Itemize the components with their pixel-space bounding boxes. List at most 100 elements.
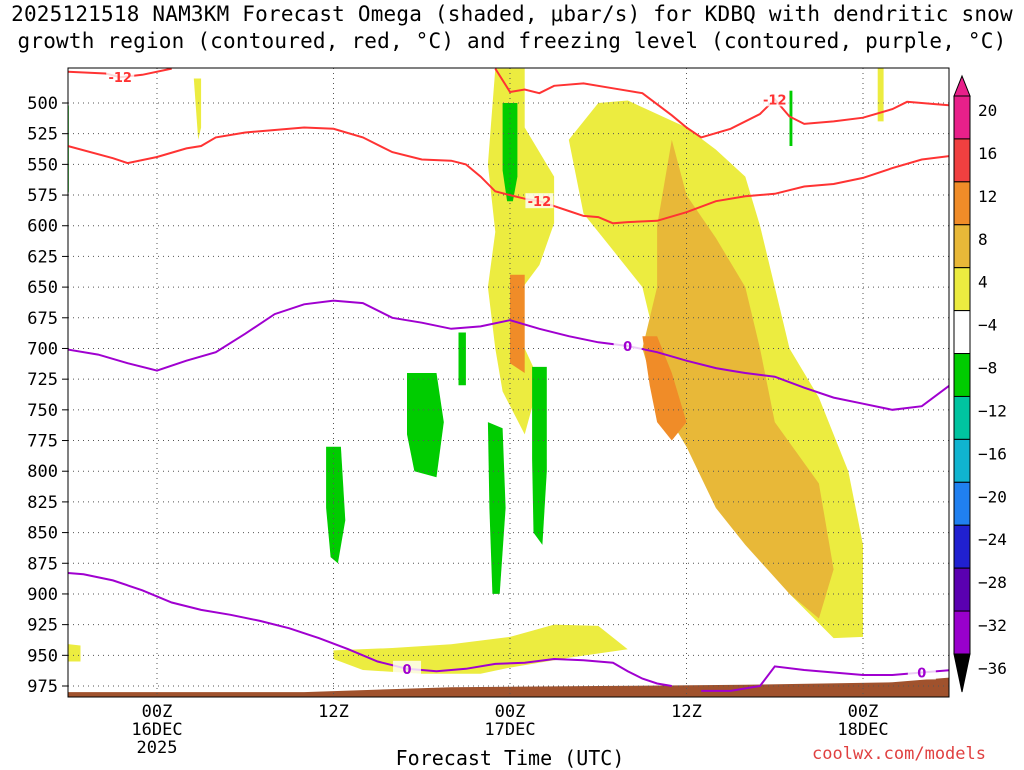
colorbar-top-arrow (953, 74, 971, 97)
credit-link[interactable]: coolwx.com/models (812, 744, 986, 764)
colorbar-label-3: 8 (978, 230, 988, 249)
y-tick-label-750: 750 (27, 401, 58, 421)
freezing-contour-label-1: 0 (403, 663, 412, 678)
y-axis-ticks: 500 525 550 575 600 625 650 675 700 725 750 775 800 8… (27, 94, 68, 697)
omega-region-13 (487, 422, 506, 594)
colorbar-bottom-arrow (953, 653, 971, 693)
omega-region-15 (789, 90, 793, 146)
y-tick-label-725: 725 (27, 370, 58, 390)
colorbar-label-12: −32 (978, 616, 1007, 635)
y-tick-label-950: 950 (27, 646, 58, 666)
omega-region-17 (995, 66, 1024, 299)
colorbar-box-10 (953, 524, 971, 569)
y-tick-label-500: 500 (27, 94, 58, 114)
colorbar-box-6 (953, 353, 971, 397)
freezing-contour-label-bg-2 (907, 664, 936, 680)
colorbar: 20 16 12 8 4 −4 −8 −12 −16 −20 −24 −28 −32 −36 (953, 74, 1007, 693)
colorbar-label-0: 20 (978, 101, 997, 120)
chart-title-line1: 2025121518 NAM3KM Forecast Omega (shaded… (11, 2, 1013, 26)
x-tick-label-line: 16DEC (131, 720, 183, 740)
colorbar-label-11: −28 (978, 573, 1007, 592)
colorbar-label-13: −36 (978, 659, 1007, 678)
colorbar-box-3 (953, 224, 971, 269)
x-tick-label-line: 00Z (847, 702, 879, 722)
y-tick-label-550: 550 (27, 155, 58, 175)
x-tick-label-line: 12Z (671, 702, 702, 722)
omega-region-2 (68, 644, 81, 662)
dgz-contour-label-1: -12 (528, 195, 552, 210)
colorbar-box-1 (953, 138, 971, 183)
colorbar-label-1: 16 (978, 144, 997, 163)
y-tick-label-775: 775 (27, 432, 58, 452)
colorbar-label-10: −24 (978, 530, 1007, 549)
dgz-contour-label-bg-1 (525, 193, 554, 209)
colorbar-label-8: −16 (978, 444, 1007, 463)
freezing-contour-line-2 (701, 665, 949, 692)
omega-region-11 (407, 373, 444, 478)
colorbar-box-2 (953, 181, 971, 226)
x-tick-label-line: 00Z (494, 702, 526, 722)
y-tick-label-850: 850 (27, 524, 58, 544)
colorbar-label-9: −20 (978, 487, 1007, 506)
y-tick-label-825: 825 (27, 493, 58, 513)
y-tick-label-900: 900 (27, 585, 58, 605)
freezing-contour-label-bg-0 (613, 338, 642, 354)
x-tick-label-line: 12Z (318, 702, 349, 722)
colorbar-box-4 (953, 267, 971, 312)
y-tick-label-600: 600 (27, 217, 58, 237)
dgz-contour-label-bg-0 (106, 69, 135, 85)
chart-title-line2: growth region (contoured, red, °C) and f… (17, 29, 1007, 53)
omega-region-4 (502, 103, 518, 202)
colorbar-label-2: 12 (978, 187, 997, 206)
plot-frame (67, 67, 950, 698)
colorbar-box-0 (953, 95, 971, 140)
freezing-contour-label-0: 0 (623, 340, 632, 355)
dgz-contour-label-2: -12 (763, 93, 787, 108)
colorbar-box-7 (953, 395, 971, 440)
y-tick-label-675: 675 (27, 309, 58, 329)
colorbar-label-5: −4 (978, 316, 997, 335)
x-tick-label-0: 00Z 16DEC 2025 (117, 703, 197, 757)
x-axis-title: Forecast Time (UTC) (395, 746, 625, 770)
colorbar-box-12 (953, 610, 971, 655)
y-tick-label-800: 800 (27, 462, 58, 482)
colorbar-box-9 (953, 481, 971, 526)
x-tick-label-2: 00Z 17DEC (470, 703, 550, 739)
y-tick-label-975: 975 (27, 677, 58, 697)
omega-region-12 (326, 446, 346, 564)
omega-region-8 (642, 336, 687, 441)
y-tick-label-875: 875 (27, 554, 58, 574)
y-tick-label-575: 575 (27, 186, 58, 206)
colorbar-box-8 (953, 438, 971, 483)
x-tick-label-line: 00Z (141, 702, 173, 722)
colorbar-label-6: −8 (978, 359, 997, 378)
x-tick-label-4: 00Z 18DEC (823, 703, 903, 739)
ground-fill (68, 677, 949, 697)
freezing-contour-label-2: 0 (917, 666, 926, 681)
dgz-contour-label-0: -12 (108, 71, 132, 86)
freezing-contour-label-bg-1 (393, 660, 422, 676)
x-tick-label-line: 18DEC (837, 720, 889, 740)
omega-region-14 (532, 366, 547, 545)
y-tick-label-700: 700 (27, 339, 58, 359)
x-tick-label-3: 12Z (647, 703, 727, 721)
omega-region-10 (458, 332, 466, 386)
colorbar-box-5 (953, 310, 971, 355)
colorbar-label-7: −12 (978, 401, 1007, 420)
freezing-contour-line-1 (68, 572, 672, 687)
omega-region-1 (193, 78, 202, 140)
surface-terrain (68, 677, 949, 697)
x-tick-label-1: 12Z (294, 703, 374, 721)
dgz-contour-label-bg-2 (760, 91, 789, 107)
contours: -12 -12 -12 0 0 0 (68, 68, 949, 692)
y-tick-label-925: 925 (27, 616, 58, 636)
x-tick-label-line: 17DEC (484, 720, 536, 740)
y-tick-label-625: 625 (27, 247, 58, 267)
y-tick-label-525: 525 (27, 125, 58, 145)
colorbar-label-4: 4 (978, 273, 988, 292)
omega-region-16 (877, 68, 884, 122)
colorbar-box-11 (953, 567, 971, 612)
x-tick-label-line: 2025 (136, 738, 178, 758)
y-tick-label-650: 650 (27, 278, 58, 298)
